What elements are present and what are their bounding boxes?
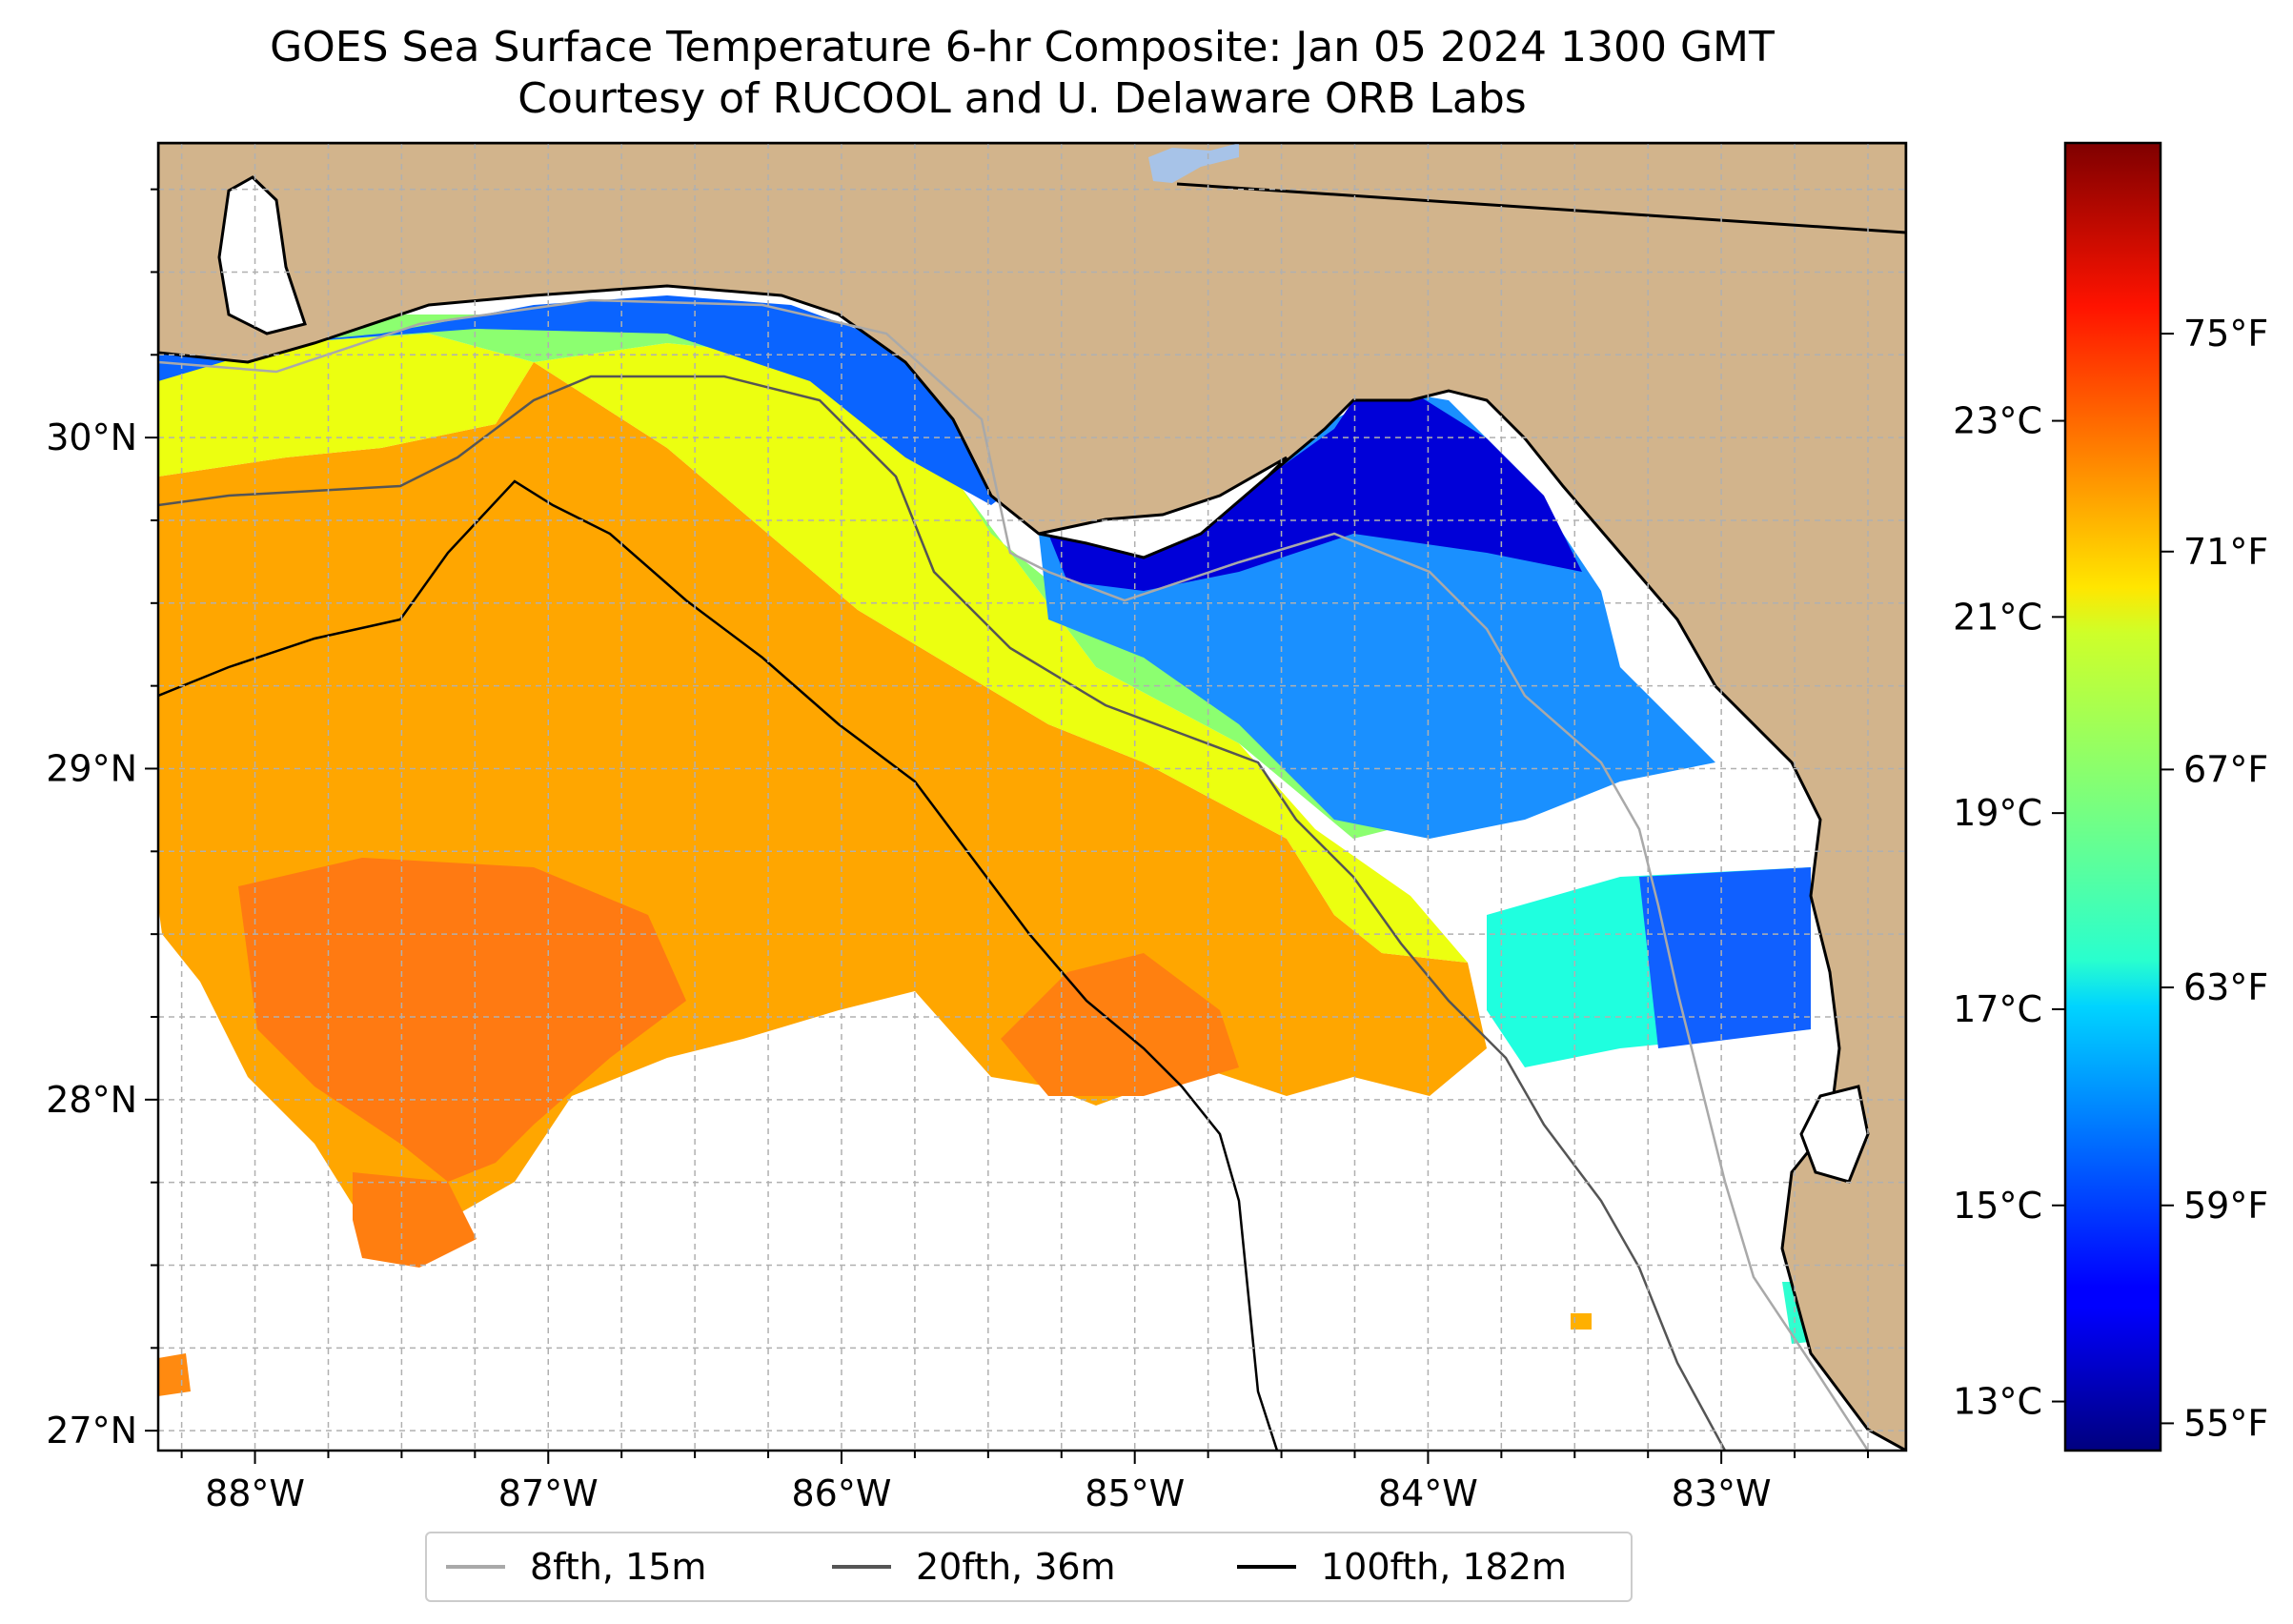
map-title: GOES Sea Surface Temperature 6-hr Compos… [270,23,1775,71]
sst-blue-south-patch [1639,867,1811,1048]
colorbar-celsius-label: 23°C [1953,400,2042,442]
colorbar-celsius-label: 13°C [1953,1381,2042,1423]
gridlines [158,143,1906,1451]
colorbar-fahrenheit-label: 67°F [2183,748,2268,790]
colorbar-fahrenheit-axis: 55°F 59°F 63°F 67°F 71°F 75°F [2161,313,2268,1444]
lat-tick-label: 30°N [46,416,137,458]
colorbar-celsius-label: 15°C [1953,1185,2042,1227]
legend-label-100fth: 100fth, 182m [1321,1546,1567,1588]
colorbar-celsius-label: 17°C [1953,988,2042,1030]
sst-tiny-patch [1571,1313,1592,1330]
lon-tick-label: 84°W [1378,1472,1478,1514]
map-layers [158,143,1906,1451]
isobath-legend: 8fth, 15m 20fth, 36m 100fth, 182m [425,1532,1633,1602]
apalachicola-bay [1038,456,1289,559]
colorbar-celsius-label: 19°C [1953,792,2042,834]
sst-warmest-patch [238,858,686,1182]
sst-offshore-patch [1001,953,1239,1096]
latitude-axis: 27°N 28°N 29°N 30°N [46,188,158,1451]
isobath-20fth [158,375,1727,1451]
isobath-100fth [158,479,1279,1451]
legend-label-20fth: 20fth, 36m [916,1546,1116,1588]
legend-label-8fth: 8fth, 15m [530,1546,707,1588]
legend-item-100fth: 100fth, 182m [1237,1533,1567,1600]
colorbar-celsius-axis: 13°C 15°C 17°C 19°C 21°C 23°C [1953,400,2065,1423]
lat-tick-label: 27°N [46,1410,137,1451]
legend-item-20fth: 20fth, 36m [832,1533,1116,1600]
lon-tick-label: 86°W [792,1472,892,1514]
longitude-axis: 88°W 87°W 86°W 85°W 84°W 83°W [180,1451,1869,1514]
isobath-8fth [158,298,1870,1451]
state-border [1176,182,1906,234]
sst-small-orange-patch [158,1353,191,1396]
lon-tick-label: 83°W [1672,1472,1772,1514]
colorbar-fahrenheit-label: 71°F [2183,531,2268,573]
colorbar [2063,141,2162,1452]
lon-tick-label: 88°W [205,1472,305,1514]
legend-swatch-100fth [1237,1565,1296,1569]
colorbar-fahrenheit-label: 75°F [2183,313,2268,355]
legend-swatch-8fth [446,1565,505,1569]
sst-south-patch [353,1172,477,1268]
sst-cold-nearshore-west [158,295,1029,505]
map-subtitle: Courtesy of RUCOOL and U. Delaware ORB L… [517,74,1527,123]
lon-tick-label: 87°W [498,1472,599,1514]
legend-swatch-20fth [832,1565,891,1569]
lake [1148,143,1239,183]
colorbar-celsius-label: 21°C [1953,596,2042,638]
sst-yellow-band [158,334,1468,963]
lon-tick-label: 85°W [1085,1472,1185,1514]
colorbar-fahrenheit-label: 63°F [2183,966,2268,1008]
colorbar-fahrenheit-label: 55°F [2183,1402,2268,1444]
map-frame [156,141,1908,1452]
mobile-bay-outline [217,175,307,335]
lat-tick-label: 29°N [46,747,137,789]
legend-item-8fth: 8fth, 15m [446,1533,706,1600]
colorbar-fahrenheit-label: 59°F [2183,1185,2268,1227]
lat-tick-label: 28°N [46,1079,137,1121]
